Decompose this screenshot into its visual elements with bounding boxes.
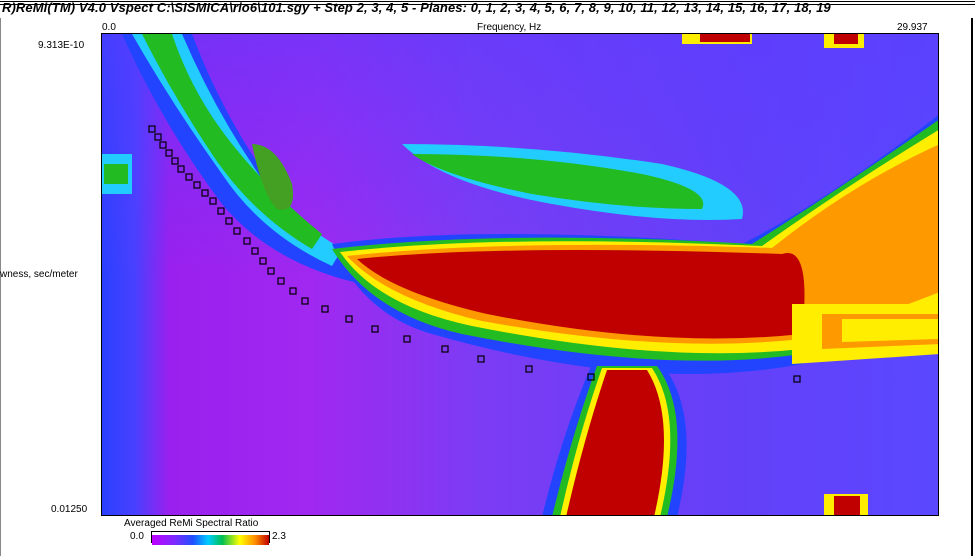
y-axis-top-label: 9.313E-10 [38, 40, 85, 51]
colorbar-min-label: 0.0 [130, 531, 144, 542]
y-axis-title: wness, sec/meter [0, 269, 78, 280]
pick-markers[interactable] [148, 125, 801, 383]
slowness-frequency-image[interactable] [101, 33, 939, 516]
title-rule-second [0, 4, 975, 5]
colorbar-max-label: 2.3 [272, 531, 286, 542]
title-bar: R)ReMi(TM) V4.0 Vspect C:\SISMICA\rio6\1… [0, 0, 975, 18]
x-axis-max-label: 29.937 [897, 22, 928, 33]
title-rule-top [0, 1, 975, 2]
y-axis-bottom-label: 0.01250 [51, 504, 88, 515]
x-axis-title: Frequency, Hz [477, 22, 542, 33]
frame-left [0, 18, 1, 556]
frame-right [971, 18, 973, 556]
colorbar-gradient [152, 535, 269, 545]
window-title: R)ReMi(TM) V4.0 Vspect C:\SISMICA\rio6\1… [2, 0, 831, 15]
x-axis-min-label: 0.0 [102, 22, 116, 33]
colorbar [151, 531, 270, 545]
spectral-ratio-plot[interactable] [102, 34, 939, 516]
colorbar-title: Averaged ReMi Spectral Ratio [124, 518, 259, 529]
